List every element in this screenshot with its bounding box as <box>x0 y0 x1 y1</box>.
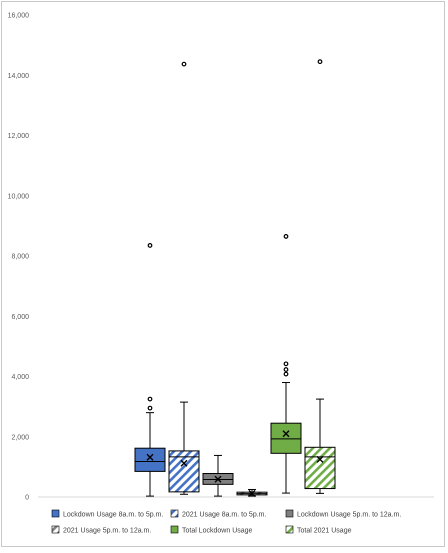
legend-swatch <box>51 509 60 518</box>
iqr-box <box>270 422 302 454</box>
y-tick-label: 16,000 <box>8 13 30 20</box>
plot-area <box>38 59 434 498</box>
iqr-box <box>304 446 336 490</box>
outlier-point <box>283 234 289 239</box>
legend-item-4: 2021 Usage 5p.m. to 12a.m. <box>51 525 151 535</box>
legend-swatch <box>170 509 179 518</box>
y-tick-label: 2,000 <box>11 434 29 441</box>
iqr-box <box>134 447 166 472</box>
y-tick-label: 0 <box>25 495 29 502</box>
legend-swatch <box>285 525 294 534</box>
y-tick-label: 12,000 <box>8 133 30 140</box>
outlier-point <box>283 371 289 377</box>
legend-label: 2021 Usage 8a.m. to 5p.m. <box>182 512 266 519</box>
mean-marker <box>180 459 188 467</box>
box-series-5 <box>270 234 302 494</box>
outlier-point <box>317 59 323 65</box>
legend-label: Total 2021 Usage <box>297 528 352 535</box>
legend-item-1: Lockdown Usage 8a.m. to 5p.m. <box>51 509 163 519</box>
y-tick-label: 4,000 <box>11 374 29 381</box>
legend-item-6: Total 2021 Usage <box>285 525 352 535</box>
chart-frame: 0 2,000 4,000 6,000 8,000 10,000 12,000 14,000 1… <box>1 1 445 547</box>
outlier-point <box>283 361 289 367</box>
legend-swatch <box>170 525 179 534</box>
legend-label: Lockdown Usage 5p.m. to 12a.m. <box>297 512 401 519</box>
box-series-6 <box>304 59 336 494</box>
legend-swatch <box>51 525 60 534</box>
legend-label: Lockdown Usage 8a.m. to 5p.m. <box>63 512 163 519</box>
mean-marker <box>282 430 290 438</box>
y-tick-label: 8,000 <box>11 254 29 261</box>
outlier-point <box>147 243 153 248</box>
y-tick-label: 14,000 <box>8 73 30 80</box>
iqr-box <box>168 450 200 493</box>
legend-item-5: Total Lockdown Usage <box>170 525 253 535</box>
box-series-3 <box>202 454 234 497</box>
legend-label: 2021 Usage 5p.m. to 12a.m. <box>63 528 151 535</box>
mean-marker <box>248 489 256 497</box>
outlier-point <box>147 405 153 411</box>
outlier-point <box>147 396 153 402</box>
mean-marker <box>214 475 222 483</box>
y-axis: 0 2,000 4,000 6,000 8,000 10,000 12,000 14,000 1… <box>8 13 30 502</box>
y-tick-label: 6,000 <box>11 314 29 321</box>
mean-marker <box>146 453 154 461</box>
outlier-point <box>181 61 187 67</box>
legend-item-3: Lockdown Usage 5p.m. to 12a.m. <box>285 509 401 519</box>
legend-swatch <box>285 509 294 518</box>
outlier-point <box>283 367 289 372</box>
legend-label: Total Lockdown Usage <box>182 528 253 535</box>
legend-item-2: 2021 Usage 8a.m. to 5p.m. <box>170 509 266 519</box>
y-tick-label: 10,000 <box>8 193 30 200</box>
box-series-2 <box>168 61 200 495</box>
box-plot-chart: 0 2,000 4,000 6,000 8,000 10,000 12,000 14,000 1… <box>8 13 434 535</box>
legend: Lockdown Usage 8a.m. to 5p.m. 2021 Usage … <box>51 509 401 535</box>
mean-marker <box>316 455 324 463</box>
box-series-4 <box>236 488 268 497</box>
box-series-1 <box>134 243 166 497</box>
